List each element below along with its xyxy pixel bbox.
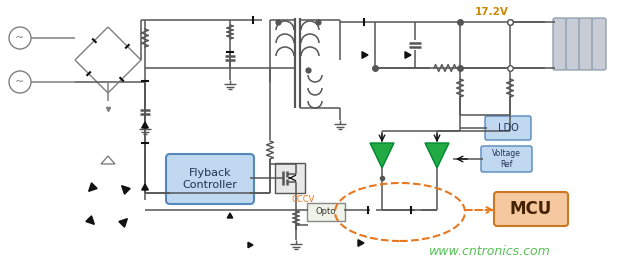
Text: Voltage
Ref: Voltage Ref xyxy=(492,149,521,169)
FancyBboxPatch shape xyxy=(307,203,345,221)
FancyBboxPatch shape xyxy=(579,18,593,70)
FancyBboxPatch shape xyxy=(566,18,580,70)
FancyBboxPatch shape xyxy=(553,18,567,70)
Text: LDO: LDO xyxy=(498,123,518,133)
Polygon shape xyxy=(370,143,394,168)
Polygon shape xyxy=(86,216,94,224)
FancyBboxPatch shape xyxy=(275,163,305,193)
Text: 17.2V: 17.2V xyxy=(475,7,509,17)
Text: www.cntronics.com: www.cntronics.com xyxy=(429,245,551,258)
Polygon shape xyxy=(425,143,449,168)
FancyBboxPatch shape xyxy=(485,116,531,140)
Text: ~: ~ xyxy=(16,33,24,43)
Polygon shape xyxy=(89,183,97,191)
Text: Opto: Opto xyxy=(316,207,336,217)
Polygon shape xyxy=(248,242,253,248)
Polygon shape xyxy=(142,122,148,128)
Polygon shape xyxy=(228,213,232,218)
Polygon shape xyxy=(122,186,130,194)
Text: MCU: MCU xyxy=(510,200,552,218)
FancyBboxPatch shape xyxy=(494,192,568,226)
Polygon shape xyxy=(119,219,127,227)
FancyBboxPatch shape xyxy=(166,154,254,204)
Polygon shape xyxy=(362,52,368,58)
Polygon shape xyxy=(358,240,364,246)
FancyBboxPatch shape xyxy=(592,18,606,70)
Text: CCCV: CCCV xyxy=(291,196,315,205)
Polygon shape xyxy=(142,184,148,190)
FancyBboxPatch shape xyxy=(481,146,532,172)
Polygon shape xyxy=(405,52,411,58)
Text: ~: ~ xyxy=(16,77,24,87)
Text: Flyback
Controller: Flyback Controller xyxy=(182,168,238,190)
